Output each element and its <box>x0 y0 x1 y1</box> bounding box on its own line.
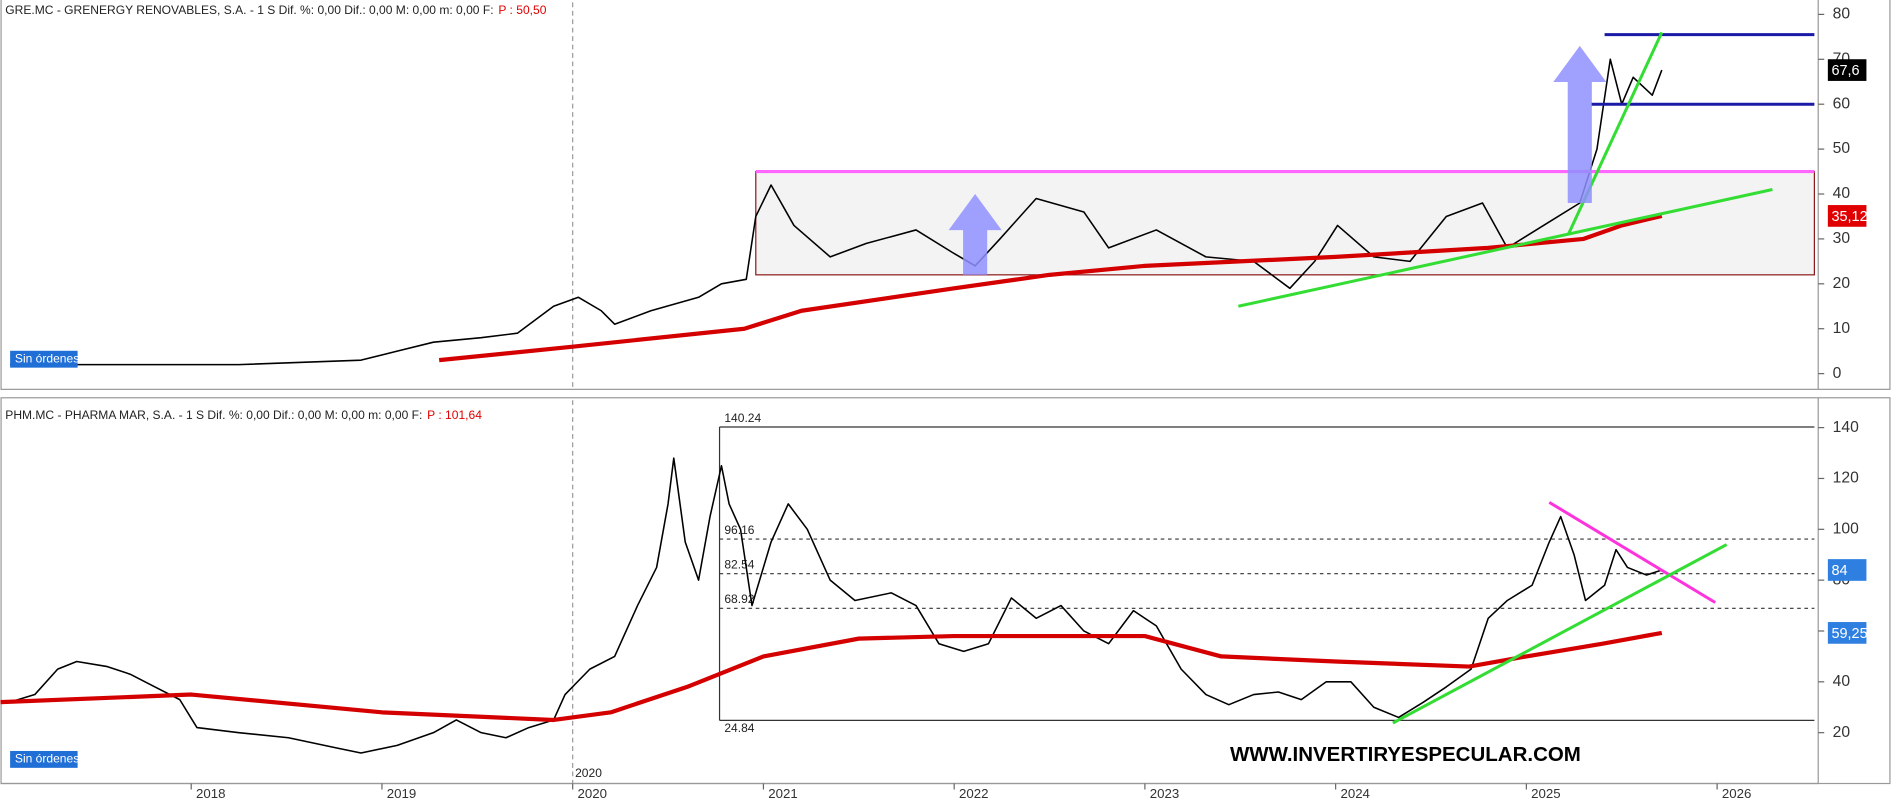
y-tick-label: 30 <box>1833 230 1851 247</box>
y-tick-label: 60 <box>1833 95 1851 112</box>
last-price: P : 101,64 <box>427 408 482 422</box>
x-tick-label: 2018 <box>196 786 225 801</box>
price-marker <box>1827 559 1867 581</box>
level-label: 82.54 <box>724 557 754 571</box>
level-label: 24.84 <box>724 721 754 735</box>
status-badge-label: Sin órdenes <box>15 752 79 766</box>
status-badge-label: Sin órdenes <box>15 351 79 365</box>
watermark: WWW.INVERTIRYESPECULAR.COM <box>1230 743 1581 766</box>
x-tick-label: 2026 <box>1722 786 1751 801</box>
price-marker-label: 35,12 <box>1831 209 1867 225</box>
y-tick-label: 50 <box>1833 140 1851 157</box>
last-price: P : 50,50 <box>498 3 546 17</box>
up-arrow <box>948 194 1002 275</box>
x-tick-label: 2020 <box>578 786 607 801</box>
x-tick-label: 2021 <box>768 786 797 801</box>
price-marker <box>1827 59 1867 81</box>
x-tick-label: 2019 <box>387 786 416 801</box>
trend-line <box>1392 543 1728 725</box>
x-tick-label: 2024 <box>1340 786 1369 801</box>
panel-title: GRE.MC - GRENERGY RENOVABLES, S.A. - 1 S… <box>5 3 493 17</box>
y-tick-label: 100 <box>1833 520 1859 537</box>
level-label: 96.16 <box>724 523 754 537</box>
y-tick-label: 20 <box>1833 275 1851 292</box>
status-badge <box>10 750 78 768</box>
up-arrow <box>1553 45 1607 203</box>
moving-average <box>0 630 1663 723</box>
x-tick-label: 2023 <box>1150 786 1179 801</box>
price-marker <box>1827 622 1867 644</box>
panel-frame <box>0 0 1891 390</box>
y-tick-label: 140 <box>1833 419 1859 436</box>
level-label: 68.92 <box>724 592 754 606</box>
x-tick-label: 2025 <box>1531 786 1560 801</box>
y-tick-label: 40 <box>1833 185 1851 202</box>
separator-label: 2020 <box>575 766 602 780</box>
y-tick-label: 120 <box>1833 470 1859 487</box>
y-tick-label: 10 <box>1833 320 1851 337</box>
price-line <box>9 457 1663 754</box>
moving-average <box>438 213 1663 363</box>
trend-line <box>1238 188 1773 308</box>
price-marker-label: 59,25 <box>1831 626 1867 642</box>
trend-line <box>1548 501 1716 604</box>
price-marker-label: 67,6 <box>1831 63 1859 79</box>
y-tick-label: 40 <box>1833 673 1851 690</box>
price-marker-label: 84 <box>1831 563 1847 579</box>
y-tick-label: 80 <box>1833 6 1851 23</box>
panel-title: PHM.MC - PHARMA MAR, S.A. - 1 S Dif. %: … <box>5 408 422 422</box>
level-label: 140.24 <box>724 411 761 425</box>
status-badge <box>10 350 78 368</box>
price-marker <box>1827 205 1867 227</box>
y-tick-label: 0 <box>1833 365 1842 382</box>
x-tick-label: 2022 <box>959 786 988 801</box>
y-tick-label: 20 <box>1833 724 1851 741</box>
